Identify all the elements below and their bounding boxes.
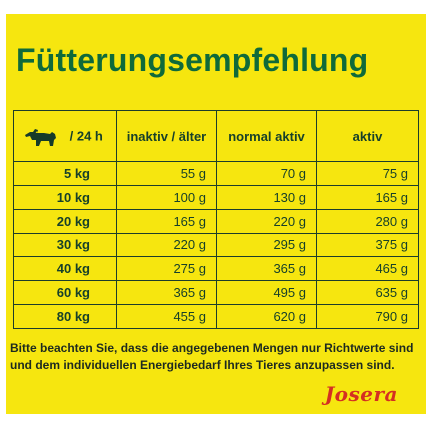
value-cell: 365 g (216, 256, 317, 282)
weight-cell: 80 kg (13, 304, 117, 329)
table-row: 30 kg 220 g 295 g 375 g (13, 232, 419, 258)
weight-cell: 30 kg (13, 232, 117, 258)
value-cell: 165 g (116, 208, 217, 234)
value-cell: 465 g (316, 256, 419, 282)
table-row: 5 kg 55 g 70 g 75 g (13, 161, 419, 186)
value-cell: 365 g (116, 280, 217, 306)
weight-cell: 10 kg (13, 184, 117, 210)
value-cell: 220 g (216, 208, 317, 234)
dog-icon (25, 129, 56, 146)
header-cell-inactive: inaktiv / älter (116, 110, 217, 162)
feeding-panel: Fütterungsempfehlung (6, 14, 426, 414)
value-cell: 220 g (116, 232, 217, 258)
header-unit-label: / 24 h (69, 128, 103, 144)
value-cell: 295 g (216, 232, 317, 258)
value-cell: 165 g (316, 184, 419, 210)
header-cell-weight: / 24 h (13, 110, 117, 162)
value-cell: 70 g (216, 161, 317, 186)
table-row: 10 kg 100 g 130 g 165 g (13, 184, 419, 210)
value-cell: 635 g (316, 280, 419, 306)
page-title: Fütterungsempfehlung (16, 42, 369, 78)
value-cell: 620 g (216, 304, 317, 329)
table-row: 60 kg 365 g 495 g 635 g (13, 280, 419, 306)
weight-cell: 60 kg (13, 280, 117, 306)
weight-cell: 5 kg (13, 161, 117, 186)
table-header-row: / 24 h inaktiv / älter normal aktiv akti… (13, 110, 419, 162)
table-row: 20 kg 165 g 220 g 280 g (13, 208, 419, 234)
feeding-table-wrapper: / 24 h inaktiv / älter normal aktiv akti… (13, 110, 419, 329)
header-cell-normal-active: normal aktiv (216, 110, 317, 162)
footnote: Bitte beachten Sie, dass die angegebenen… (10, 340, 422, 374)
value-cell: 455 g (116, 304, 217, 329)
value-cell: 495 g (216, 280, 317, 306)
value-cell: 275 g (116, 256, 217, 282)
weight-cell: 40 kg (13, 256, 117, 282)
brand-logo: Josera (324, 382, 398, 406)
value-cell: 75 g (316, 161, 419, 186)
value-cell: 375 g (316, 232, 419, 258)
table-row: 40 kg 275 g 365 g 465 g (13, 256, 419, 282)
weight-cell: 20 kg (13, 208, 117, 234)
header-cell-active: aktiv (316, 110, 419, 162)
value-cell: 280 g (316, 208, 419, 234)
feeding-table: / 24 h inaktiv / älter normal aktiv akti… (13, 110, 419, 329)
value-cell: 100 g (116, 184, 217, 210)
value-cell: 790 g (316, 304, 419, 329)
footnote-line-2: und dem individuellen Energiebedarf Ihre… (10, 358, 395, 372)
value-cell: 55 g (116, 161, 217, 186)
value-cell: 130 g (216, 184, 317, 210)
table-row: 80 kg 455 g 620 g 790 g (13, 304, 419, 329)
footnote-line-1: Bitte beachten Sie, dass die angegebenen… (10, 341, 414, 355)
